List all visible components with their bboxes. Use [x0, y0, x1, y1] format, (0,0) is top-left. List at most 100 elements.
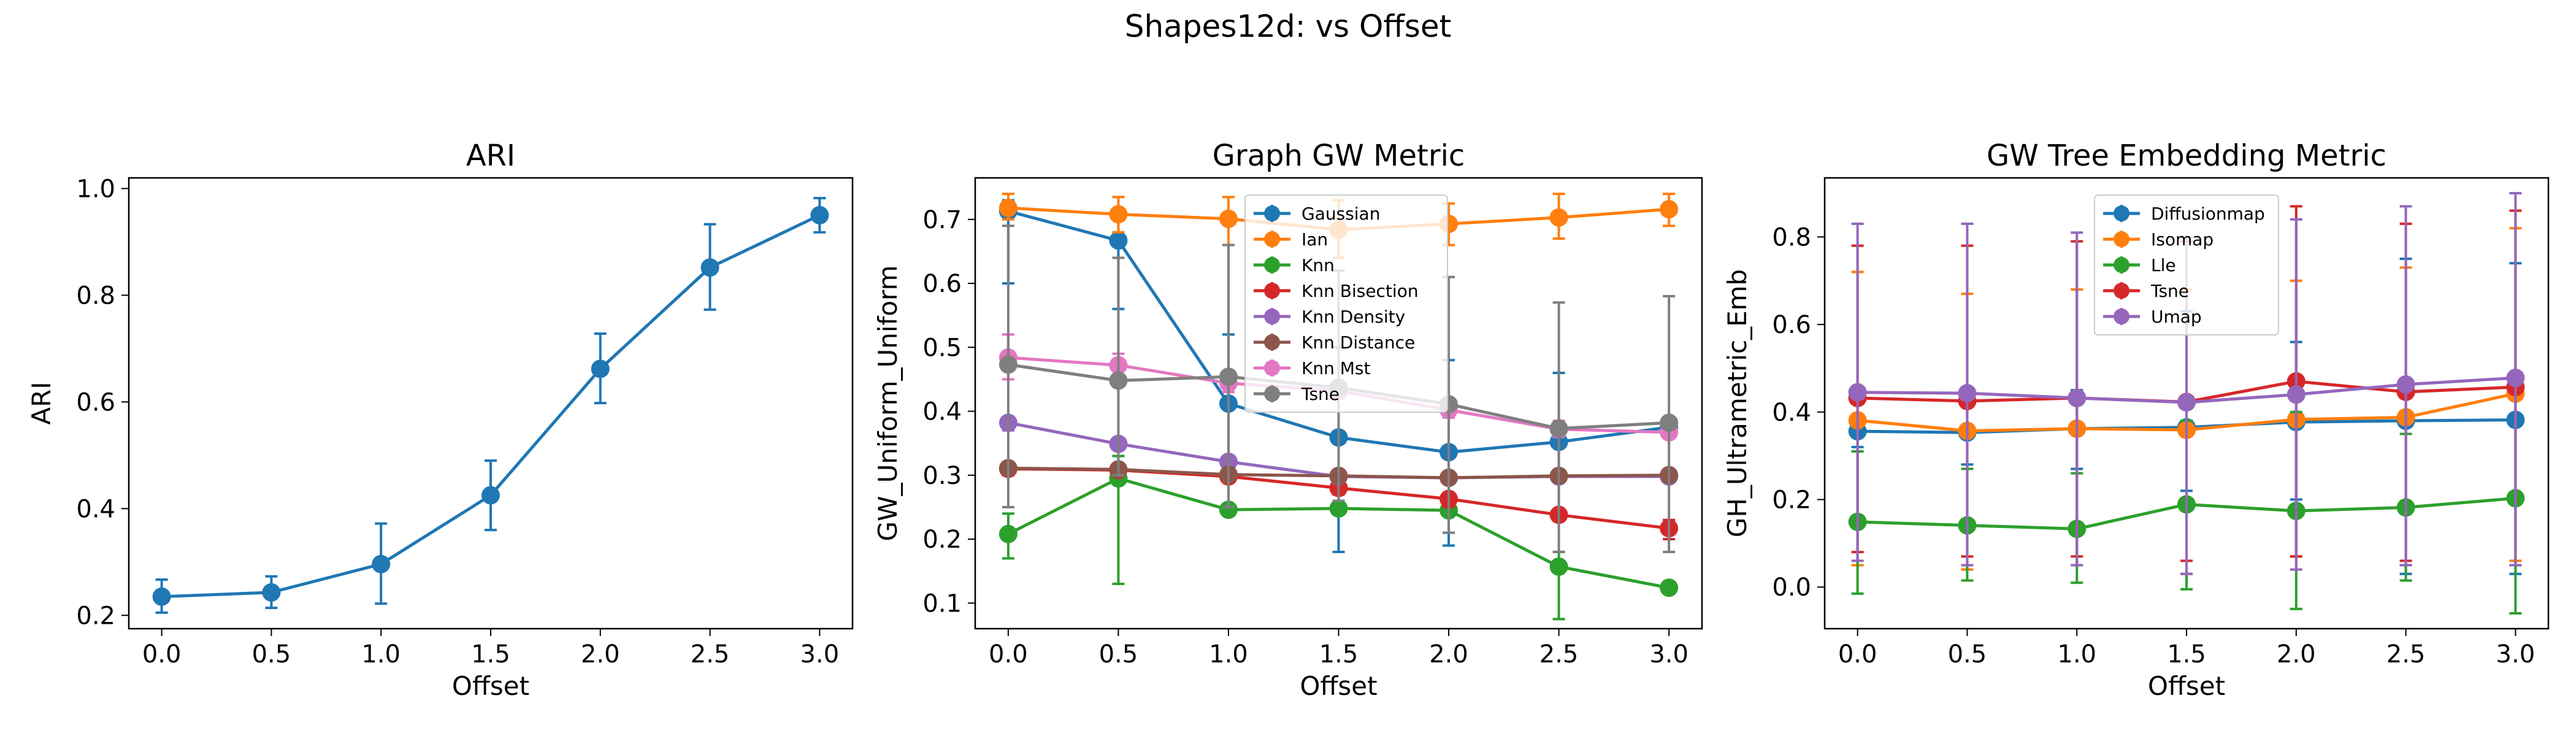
plot-area — [1848, 191, 2525, 615]
legend-label: Knn — [1301, 255, 1335, 275]
data-point — [1660, 413, 1679, 432]
legend-label: Isomap — [2151, 229, 2214, 250]
y-tick-label: 0.7 — [922, 206, 962, 234]
legend-label: Lle — [2151, 255, 2176, 275]
data-point — [999, 199, 1018, 217]
y-tick-label: 0.0 — [1772, 573, 1811, 602]
legend-label: Umap — [2151, 307, 2202, 327]
y-tick-label: 0.5 — [922, 334, 962, 362]
figure-title: Shapes12d: vs Offset — [1125, 9, 1451, 44]
data-point — [810, 205, 829, 224]
data-point — [1660, 578, 1679, 597]
legend-marker — [1264, 205, 1280, 221]
y-axis-label: GH_Ultrametric_Emb — [1722, 269, 1752, 537]
data-point — [1958, 384, 1977, 403]
legend-label: Knn Bisection — [1301, 281, 1419, 301]
x-tick-label: 1.0 — [1209, 640, 1248, 669]
x-axis-label: Offset — [452, 671, 529, 701]
y-tick-label: 0.8 — [1772, 223, 1811, 251]
legend-marker — [2114, 283, 2129, 299]
x-axis-label: Offset — [1300, 671, 1377, 701]
y-tick-label: 0.2 — [922, 526, 962, 554]
series-ari — [152, 197, 829, 614]
legend-marker — [1264, 283, 1280, 299]
legend-marker — [2114, 231, 2129, 247]
y-axis-label: GW_Uniform_Uniform — [873, 266, 903, 542]
y-tick-label: 0.8 — [76, 282, 115, 310]
x-tick-label: 0.5 — [252, 640, 291, 669]
legend-marker — [1264, 334, 1280, 350]
y-tick-label: 0.4 — [1772, 399, 1811, 427]
axes-frame — [974, 177, 1703, 630]
x-tick-label: 1.5 — [2167, 640, 2206, 669]
legend-marker — [2114, 309, 2129, 324]
y-tick-label: 0.6 — [1772, 311, 1811, 339]
legend-label: Diffusionmap — [2151, 204, 2265, 224]
legend-marker — [2114, 205, 2129, 221]
data-point — [1329, 499, 1348, 518]
data-point — [1109, 205, 1128, 224]
legend-label: Gaussian — [1301, 204, 1380, 224]
data-point — [2068, 388, 2087, 407]
legend-marker — [1264, 309, 1280, 324]
x-tick-label: 3.0 — [800, 640, 840, 669]
series-umap — [1848, 191, 2525, 575]
chart-graph-gw-metric: Graph GW Metric 0.0 0.5 1.0 1.5 2.0 2.5 3.0 0.1 0… — [873, 139, 1703, 701]
y-tick-label: 0.4 — [922, 398, 962, 426]
legend-box — [1244, 194, 1448, 413]
legend-label: Knn Distance — [1301, 332, 1415, 353]
data-point — [999, 355, 1018, 374]
x-tick-label: 2.5 — [2386, 640, 2426, 669]
data-point — [2287, 385, 2306, 404]
y-tick-label: 0.6 — [922, 270, 962, 298]
y-tick-label: 0.4 — [76, 495, 115, 523]
legend-marker — [1264, 231, 1280, 247]
legend-label: Knn Mst — [1301, 358, 1371, 378]
data-point — [1219, 500, 1238, 519]
data-point — [152, 587, 171, 606]
x-tick-label: 0.0 — [142, 640, 182, 669]
x-tick-label: 0.0 — [1838, 640, 1877, 669]
x-tick-label: 2.0 — [581, 640, 620, 669]
chart-ari: ARI 0.0 0.5 1.0 1.5 2.0 2.5 3.0 0.2 0.4 0.6 0.8 1.0 O… — [26, 139, 854, 701]
data-point — [1660, 200, 1679, 219]
data-point — [999, 524, 1018, 543]
legend-label: Tsne — [1301, 384, 1340, 404]
axes-frame — [1823, 177, 2550, 630]
data-point — [1549, 208, 1568, 227]
x-tick-label: 2.5 — [691, 640, 730, 669]
data-point — [1549, 557, 1568, 576]
legend: Gaussian Ian Knn Knn Bisection Knn Density Kn… — [1244, 194, 1448, 413]
data-point — [1109, 231, 1128, 250]
x-tick-label: 1.0 — [361, 640, 401, 669]
x-tick-label: 3.0 — [1649, 640, 1689, 669]
x-tick-label: 0.5 — [1948, 640, 1987, 669]
y-tick-label: 0.6 — [76, 388, 115, 416]
data-point — [262, 583, 281, 602]
data-point — [2396, 375, 2415, 394]
data-point — [1109, 371, 1128, 390]
axes-frame — [128, 177, 854, 630]
data-point — [2177, 393, 2196, 412]
data-point — [481, 486, 500, 505]
y-tick-label: 0.2 — [1772, 486, 1811, 514]
chart-title: ARI — [466, 139, 515, 173]
legend-label: Tsne — [2150, 281, 2189, 301]
y-tick-label: 0.2 — [76, 602, 115, 630]
legend-label: Knn Density — [1301, 307, 1405, 327]
legend-box — [2094, 194, 2279, 335]
chart-gw-tree-embedding-metric: GW Tree Embedding Metric 0.0 0.5 1.0 1.5 2.0 2… — [1722, 139, 2550, 701]
data-point — [372, 554, 391, 573]
data-point — [1848, 383, 1867, 402]
x-tick-label: 0.5 — [1099, 640, 1138, 669]
x-tick-label: 1.0 — [2057, 640, 2096, 669]
legend-label: Ian — [1301, 229, 1328, 250]
x-tick-label: 2.0 — [2277, 640, 2316, 669]
y-axis-label: ARI — [26, 381, 56, 424]
data-point — [1219, 209, 1238, 228]
series-line — [161, 213, 821, 599]
x-axis-label: Offset — [2148, 671, 2225, 701]
x-tick-label: 3.0 — [2496, 640, 2536, 669]
x-tick-label: 1.5 — [471, 640, 510, 669]
legend-marker — [1264, 257, 1280, 273]
